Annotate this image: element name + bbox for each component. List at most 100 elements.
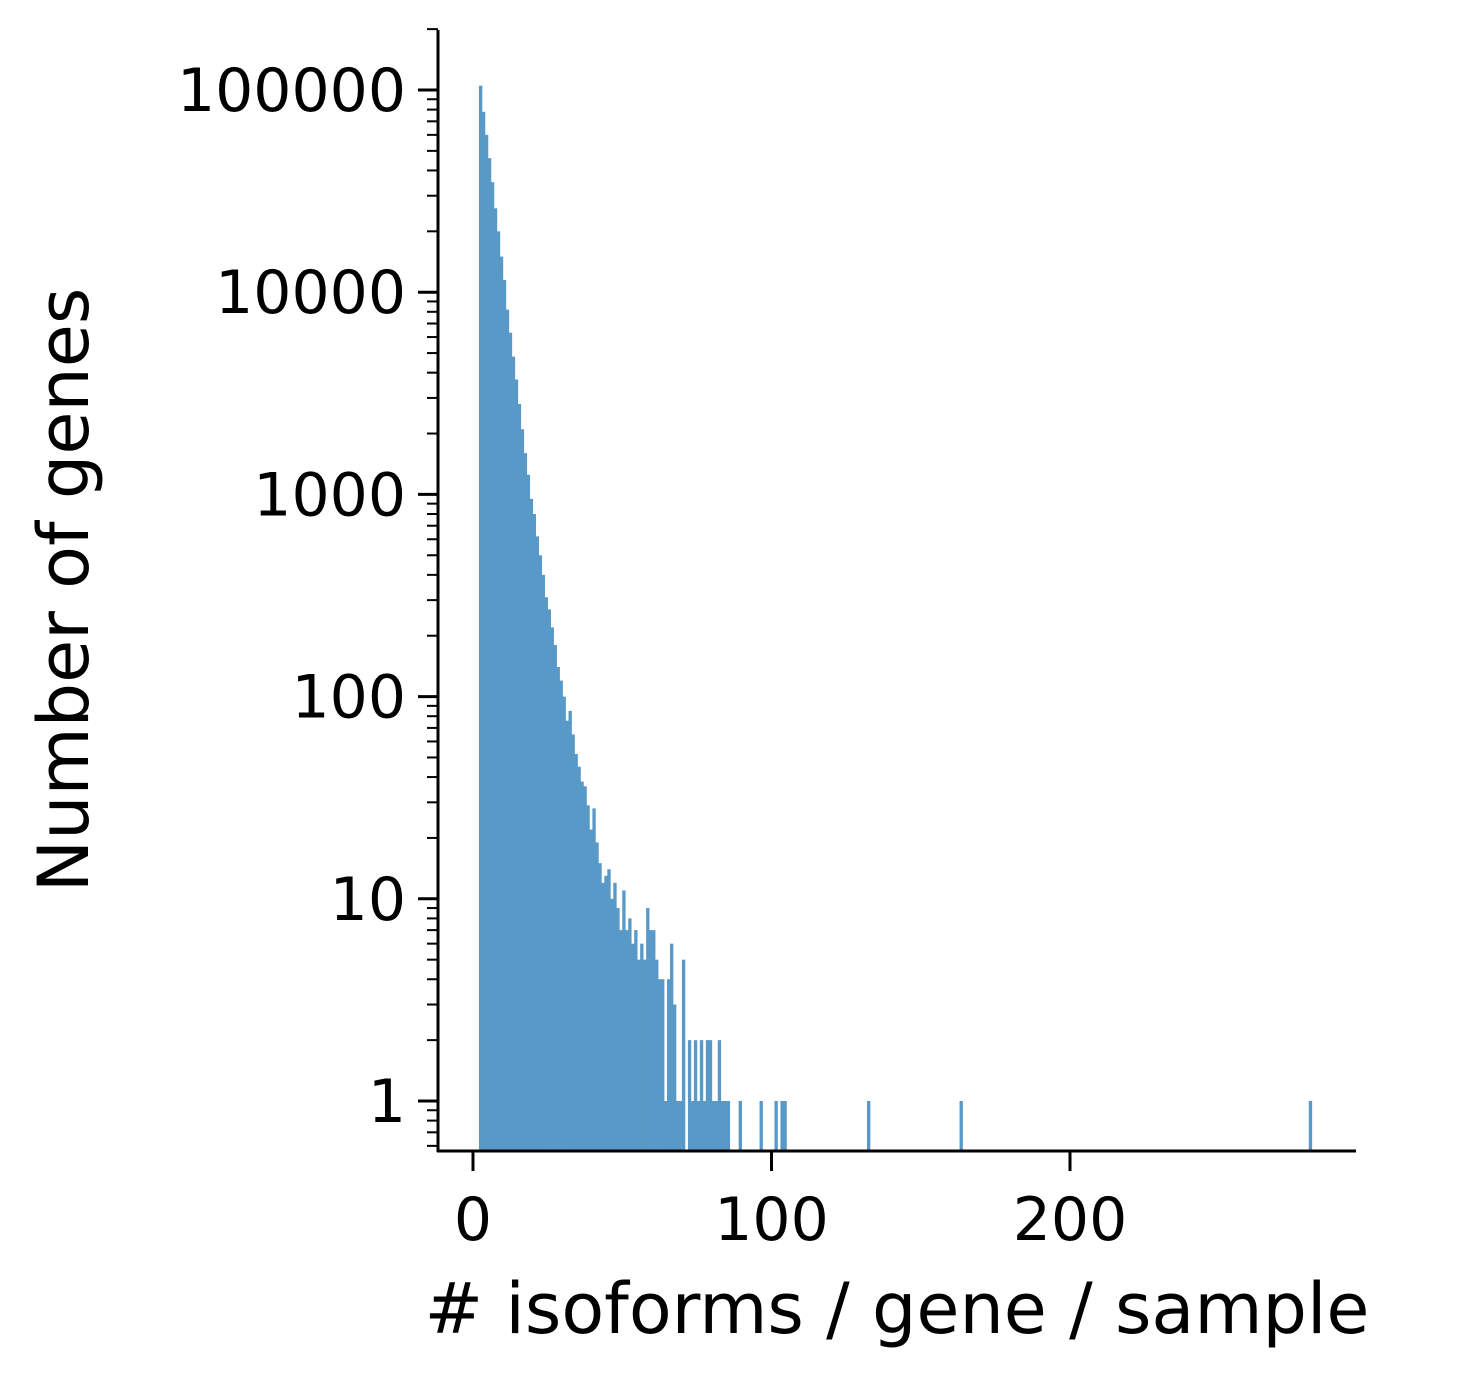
- histogram-bar: [544, 597, 548, 1151]
- bar-group: [478, 85, 1313, 1152]
- histogram-bar: [490, 182, 495, 1151]
- histogram-bar: [708, 1040, 713, 1151]
- histogram-bar: [532, 514, 537, 1151]
- y-tick-label: 100000: [177, 56, 406, 126]
- histogram-bar: [571, 734, 575, 1151]
- histogram-bar: [661, 979, 665, 1151]
- histogram-bar: [643, 959, 647, 1151]
- y-tick-label: 100: [291, 663, 406, 733]
- histogram-bar: [702, 1101, 707, 1151]
- histogram-bar: [496, 231, 501, 1151]
- histogram-bar: [720, 1101, 725, 1151]
- histogram-bar: [607, 869, 611, 1151]
- histogram-bar: [783, 1101, 787, 1151]
- x-axis: 0 100 200: [437, 1149, 1356, 1255]
- histogram-bar: [481, 111, 486, 1152]
- histogram-bar: [616, 908, 620, 1151]
- x-tick-label: 100: [714, 1185, 829, 1255]
- histogram-bar: [690, 1101, 695, 1151]
- histogram-bar: [484, 134, 489, 1152]
- histogram-bar: [705, 1040, 710, 1151]
- histogram-bar: [505, 309, 510, 1151]
- histogram-bar: [670, 943, 674, 1151]
- histogram-bar: [717, 1040, 722, 1151]
- histogram-bar: [774, 1101, 778, 1151]
- y-axis-title: Number of genes: [23, 288, 105, 893]
- histogram-bar: [711, 1101, 716, 1151]
- histogram-bar: [681, 959, 686, 1151]
- histogram-bar: [568, 710, 572, 1151]
- histogram-bar: [604, 875, 608, 1151]
- histogram-bar: [640, 943, 644, 1151]
- histogram-bar: [520, 429, 525, 1151]
- histogram-bar: [655, 959, 659, 1151]
- histogram-bar: [529, 498, 534, 1151]
- y-tick-label: 1000: [253, 460, 406, 530]
- histogram-bar: [738, 1101, 742, 1151]
- histogram-bar: [699, 1040, 704, 1151]
- histogram-bar: [649, 930, 653, 1151]
- histogram-bar: [1308, 1101, 1313, 1151]
- histogram-bar: [631, 943, 635, 1151]
- histogram-bar: [556, 667, 560, 1151]
- y-tick-label: 10000: [215, 258, 406, 328]
- histogram-bar: [723, 1101, 728, 1151]
- histogram-bar: [664, 1101, 668, 1151]
- histogram-bar: [523, 453, 528, 1151]
- x-tick-label: 200: [1013, 1185, 1128, 1255]
- histogram-bar: [478, 85, 483, 1152]
- histogram-bar: [696, 1101, 701, 1151]
- y-axis: 1 10 100 1000 10000 100000: [177, 28, 440, 1152]
- histogram-bar: [559, 680, 563, 1151]
- histogram-bar: [526, 474, 531, 1151]
- histogram-bar: [535, 536, 540, 1151]
- x-tick-label: 0: [454, 1185, 492, 1255]
- histogram-bar: [667, 979, 671, 1151]
- histogram-bar: [508, 332, 513, 1151]
- histogram-bar: [714, 1101, 719, 1151]
- histogram-bar: [547, 609, 551, 1151]
- histogram-bar: [959, 1101, 963, 1151]
- histogram-bar: [499, 256, 504, 1152]
- histogram-bar: [565, 720, 569, 1151]
- histogram-bar: [658, 979, 662, 1151]
- histogram-bar: [673, 1004, 677, 1151]
- histogram-bar: [619, 930, 623, 1151]
- histogram-bar: [502, 279, 507, 1151]
- histogram-bar: [574, 754, 578, 1151]
- histogram-bar: [726, 1101, 731, 1151]
- histogram-bar: [693, 1040, 698, 1151]
- histogram-bar: [586, 805, 590, 1151]
- histogram-bar: [493, 208, 498, 1152]
- histogram-bar: [759, 1101, 763, 1151]
- histogram-bar: [652, 930, 656, 1151]
- histogram-bar: [577, 766, 581, 1151]
- histogram-bar: [562, 696, 566, 1151]
- histogram-bar: [622, 890, 626, 1151]
- y-tick-label: 1: [368, 1067, 406, 1137]
- histogram-bar: [613, 882, 617, 1151]
- histogram-bar: [550, 627, 554, 1151]
- histogram-bar: [589, 829, 593, 1151]
- histogram-bar: [583, 786, 587, 1151]
- histogram-bar: [625, 930, 629, 1151]
- histogram-bar: [687, 1040, 692, 1151]
- histogram-bar: [487, 158, 492, 1151]
- histogram-bar: [780, 1101, 784, 1151]
- histogram-bar: [867, 1101, 871, 1151]
- histogram-bar: [637, 959, 641, 1151]
- x-axis-title: # isoforms / gene / sample: [425, 1268, 1370, 1350]
- histogram-bar: [628, 918, 632, 1151]
- histogram-bar: [514, 379, 519, 1151]
- histogram-bar: [592, 808, 596, 1151]
- histogram-bar: [634, 930, 638, 1151]
- histogram-bar: [675, 1101, 680, 1151]
- histogram-bar: [598, 863, 602, 1151]
- histogram-bar: [511, 356, 516, 1151]
- histogram-bar: [601, 882, 605, 1151]
- histogram-bar: [610, 898, 614, 1151]
- histogram-bar: [541, 574, 545, 1151]
- y-tick-label: 10: [330, 865, 406, 935]
- histogram-bar: [553, 644, 557, 1151]
